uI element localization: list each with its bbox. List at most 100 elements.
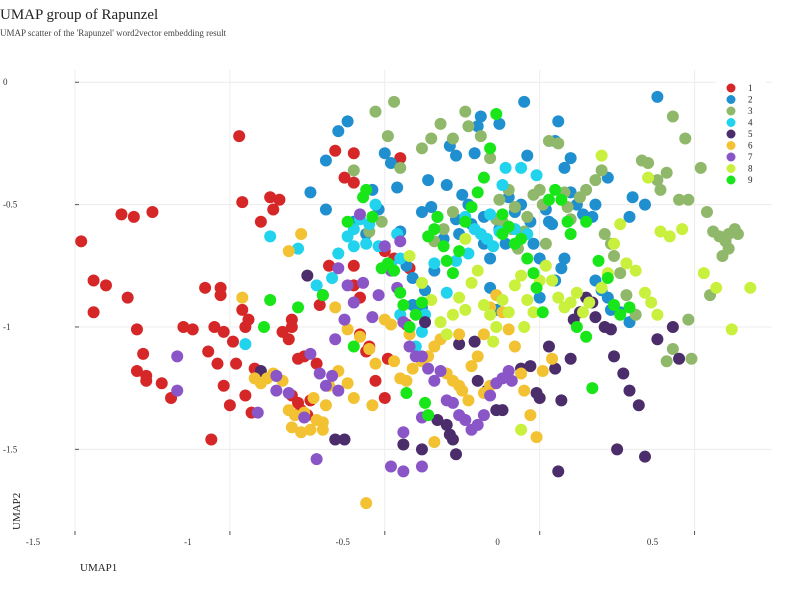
data-point [400,387,413,400]
data-point [171,384,184,397]
data-point [264,230,277,243]
data-point [239,389,252,402]
data-point [422,174,435,187]
data-point [304,347,317,360]
data-point [654,225,667,238]
data-point [369,198,382,211]
data-point [493,193,506,206]
data-point [508,201,521,214]
data-point [521,210,534,223]
data-point [453,338,466,351]
data-point [422,409,435,422]
data-point [137,347,150,360]
data-point [552,115,565,128]
data-point [524,409,537,422]
data-point [598,227,611,240]
data-point [425,132,438,145]
data-point [363,343,376,355]
data-point [552,137,565,150]
data-point [378,147,391,160]
data-point [583,296,596,309]
data-point [375,215,388,228]
data-point [710,281,723,294]
data-point [666,320,679,333]
data-point [347,164,360,177]
data-point [341,377,354,390]
data-point [434,117,447,130]
data-point [140,374,153,387]
data-point [446,205,459,218]
data-point [673,352,686,365]
data-point [419,396,432,409]
data-point [316,423,329,436]
data-point [601,272,614,285]
data-point [651,174,664,187]
data-point [329,301,342,314]
data-point [329,333,342,346]
data-point [332,384,345,397]
data-point [415,350,428,363]
data-point [326,272,339,285]
data-point [388,264,401,277]
legend-background [716,78,766,192]
data-point [431,413,444,426]
data-point [533,391,546,404]
data-point [211,357,224,370]
data-point [453,291,466,304]
data-point [347,259,360,272]
data-point [484,142,497,155]
data-point [555,394,568,407]
data-point [394,252,407,265]
data-point [388,95,401,108]
data-point [394,235,407,248]
data-point [477,298,490,311]
data-point [295,426,308,439]
data-point [459,413,472,426]
data-point [236,196,249,209]
data-point [217,379,230,392]
data-point [217,325,230,338]
data-point [546,218,559,231]
data-point [270,369,283,382]
data-point [264,191,277,204]
data-point [549,183,562,196]
data-point [406,298,419,311]
data-point [484,389,497,402]
data-point [496,227,509,240]
legend-marker [726,106,736,116]
data-point [536,306,549,319]
data-point [127,210,140,223]
data-point [415,296,428,309]
data-point [397,298,410,311]
data-point [434,316,447,329]
data-point [329,144,342,157]
data-point [419,316,432,329]
data-point [236,303,249,316]
data-point [428,374,441,387]
data-point [446,132,459,145]
data-point [660,166,673,179]
data-point [208,320,221,333]
data-point [347,391,360,404]
data-point [347,240,360,253]
data-point [638,286,651,299]
data-point [666,343,679,355]
y-tick-label: -1 [3,322,11,332]
data-point [685,352,698,365]
data-point [310,279,323,292]
data-point [694,161,707,174]
data-point [533,291,546,304]
data-point [731,227,744,240]
data-point [415,276,428,289]
legend-marker [726,164,736,173]
data-point [564,352,577,365]
data-point [301,269,314,282]
data-point [285,320,298,333]
data-point [341,279,354,292]
data-point [484,208,497,221]
data-point [319,399,332,412]
data-point [744,281,757,294]
data-point [431,210,444,223]
legend-label: 8 [748,164,753,174]
